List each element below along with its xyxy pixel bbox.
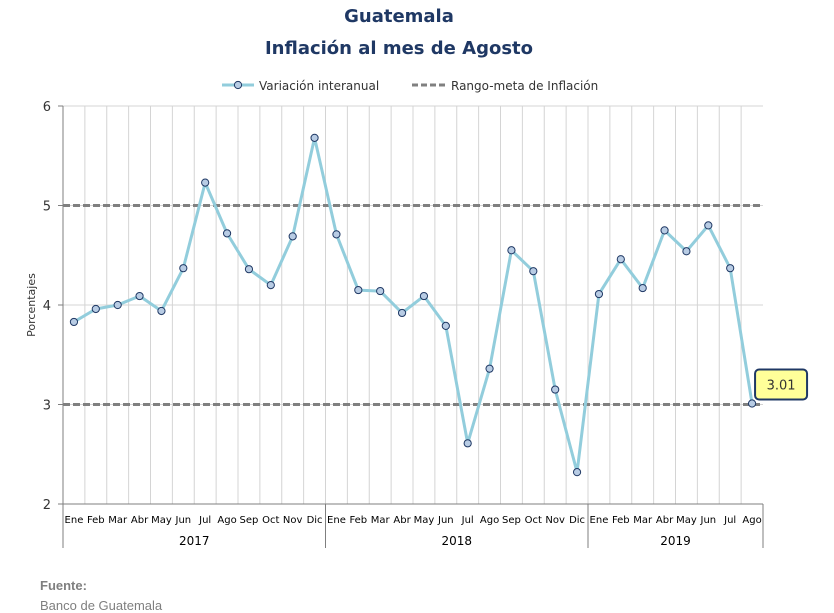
x-tick-label: Ago xyxy=(217,515,236,526)
x-tick-label: May xyxy=(676,515,697,526)
data-point xyxy=(529,267,538,276)
y-tick-label: 6 xyxy=(43,100,51,115)
data-point xyxy=(638,283,647,293)
data-point xyxy=(69,317,79,327)
data-point xyxy=(332,230,341,239)
x-tick-label: Ago xyxy=(480,515,499,526)
data-point xyxy=(157,306,166,316)
chart-title: Guatemala xyxy=(344,6,454,27)
source-value: Banco de Guatemala xyxy=(40,598,163,613)
year-label: 2017 xyxy=(179,534,210,548)
x-tick-label: Feb xyxy=(349,515,367,526)
source-label: Fuente: xyxy=(40,578,87,593)
x-tick-label: May xyxy=(414,515,435,526)
x-tick-label: Jun xyxy=(700,515,717,526)
data-point xyxy=(660,226,669,235)
data-point xyxy=(507,246,516,255)
x-tick-label: Jul xyxy=(461,515,474,526)
callout-label: 3.01 xyxy=(767,379,796,394)
data-point xyxy=(441,321,450,330)
data-point xyxy=(91,304,100,314)
x-tick-label: Abr xyxy=(656,515,674,526)
data-point xyxy=(485,364,494,373)
x-tick-label: Nov xyxy=(283,515,303,526)
year-label: 2019 xyxy=(660,534,691,548)
x-tick-label: Jun xyxy=(175,515,192,526)
callout-box xyxy=(754,368,809,401)
x-tick-label: Ene xyxy=(590,515,609,526)
x-tick-label: Ene xyxy=(327,515,346,526)
x-tick-label: Mar xyxy=(633,515,653,526)
x-tick-label: Sep xyxy=(502,515,521,526)
x-tick-label: Dic xyxy=(307,515,323,526)
data-point xyxy=(616,255,625,264)
y-axis-label: Porcentajes xyxy=(25,273,38,337)
x-tick-label: Abr xyxy=(131,515,149,526)
data-point xyxy=(704,221,713,230)
data-point xyxy=(244,265,254,274)
x-tick-label: Ago xyxy=(742,515,761,526)
data-point xyxy=(113,300,122,310)
data-point xyxy=(572,468,582,477)
data-point xyxy=(201,178,210,187)
data-point xyxy=(594,289,604,299)
x-tick-label: Oct xyxy=(525,515,542,526)
x-tick-label: Sep xyxy=(240,515,259,526)
data-point xyxy=(551,385,560,394)
data-point xyxy=(310,133,319,142)
legend-series-label: Variación interanual xyxy=(259,79,379,93)
data-point xyxy=(179,264,188,273)
data-point xyxy=(463,439,472,448)
data-point xyxy=(135,291,144,301)
y-tick-label: 5 xyxy=(43,200,51,215)
data-point xyxy=(354,285,363,295)
legend: Variación interanual Rango-meta de Infla… xyxy=(222,79,598,93)
y-ticks: 2 3 4 5 6 xyxy=(43,100,63,513)
reference-lines xyxy=(63,204,763,406)
x-tick-label: Ene xyxy=(65,515,84,526)
data-point xyxy=(266,281,275,290)
data-point xyxy=(376,286,385,296)
legend-range-label: Rango-meta de Inflación xyxy=(451,79,598,93)
data-point xyxy=(397,308,407,318)
data-point xyxy=(222,229,232,238)
x-tick-label: Oct xyxy=(262,515,279,526)
x-tick-label: May xyxy=(151,515,172,526)
y-tick-label: 4 xyxy=(43,299,51,314)
y-tick-label: 2 xyxy=(43,498,51,513)
series xyxy=(69,133,757,477)
x-tick-label: Jul xyxy=(198,515,211,526)
x-tick-label: Feb xyxy=(87,515,105,526)
data-callout: 3.01 xyxy=(754,368,809,401)
chart-subtitle: Inflación al mes de Agosto xyxy=(265,38,533,59)
x-tick-label: Mar xyxy=(371,515,391,526)
x-tick-label: Abr xyxy=(393,515,411,526)
year-label: 2018 xyxy=(441,534,472,548)
legend-series-marker xyxy=(233,80,243,90)
data-point xyxy=(288,232,297,241)
axes xyxy=(62,106,763,548)
x-ticks: Ene Feb Mar Abr May Jun Jul Ago Sep Oct Nov Dic Ene F… xyxy=(65,504,764,548)
data-point xyxy=(682,247,691,256)
data-point xyxy=(726,264,735,273)
data-point xyxy=(747,399,757,408)
x-tick-label: Jul xyxy=(723,515,736,526)
x-tick-label: Nov xyxy=(545,515,565,526)
x-tick-label: Jun xyxy=(437,515,454,526)
series-line xyxy=(73,136,754,474)
data-point xyxy=(419,291,429,301)
x-tick-label: Mar xyxy=(108,515,128,526)
x-tick-label: Feb xyxy=(612,515,630,526)
y-tick-label: 3 xyxy=(43,399,51,414)
x-tick-label: Dic xyxy=(569,515,585,526)
